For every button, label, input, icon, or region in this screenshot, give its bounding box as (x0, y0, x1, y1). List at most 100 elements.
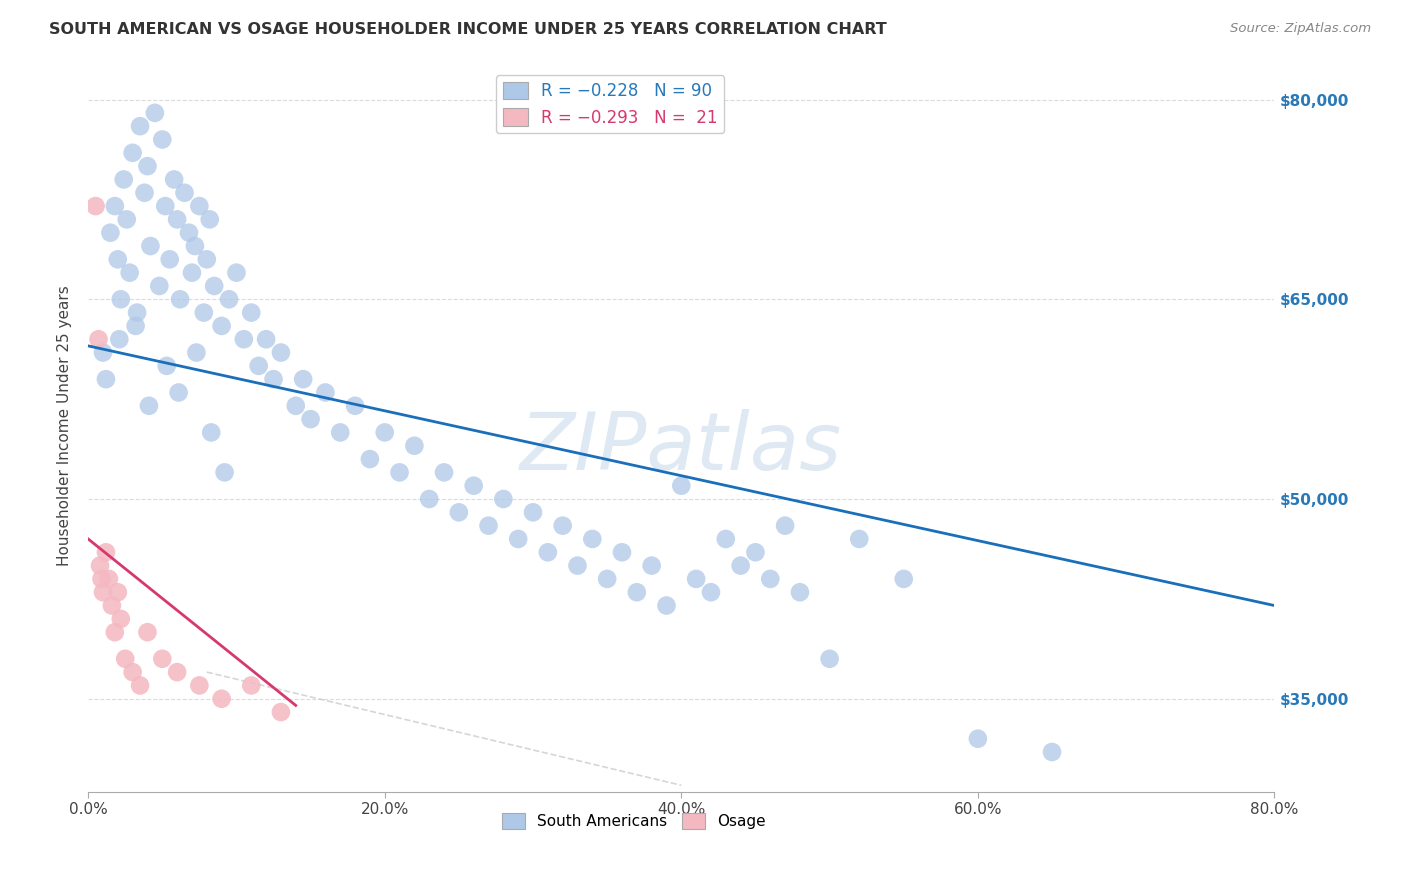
Point (567, 558, 589, 573)
Point (181, 266, 204, 280)
Point (101, 599, 124, 613)
Point (150, 132, 173, 146)
Point (139, 239, 162, 253)
Point (159, 252, 181, 267)
Point (94, 372, 117, 386)
Point (247, 359, 270, 373)
Point (169, 293, 191, 307)
Point (90, 572, 112, 586)
Point (91, 345, 114, 359)
Point (166, 212, 188, 227)
Point (447, 505, 470, 519)
Point (254, 332, 277, 346)
Text: SOUTH AMERICAN VS OSAGE HOUSEHOLDER INCOME UNDER 25 YEARS CORRELATION CHART: SOUTH AMERICAN VS OSAGE HOUSEHOLDER INCO… (49, 22, 887, 37)
Point (218, 293, 240, 307)
Point (655, 599, 678, 613)
Point (463, 479, 485, 493)
Point (129, 119, 152, 133)
Point (188, 678, 211, 692)
Point (388, 466, 411, 480)
Point (284, 399, 307, 413)
Point (263, 372, 285, 386)
Point (700, 585, 723, 599)
Point (1040, 745, 1063, 759)
Point (177, 226, 200, 240)
Point (270, 345, 292, 359)
Point (671, 479, 693, 493)
Point (211, 691, 233, 706)
Point (193, 305, 215, 319)
Point (508, 532, 530, 546)
Point (225, 266, 247, 280)
Point (329, 425, 352, 440)
Point (967, 731, 990, 746)
Point (492, 491, 515, 506)
Point (789, 585, 811, 599)
Point (94, 545, 117, 559)
Point (640, 558, 662, 573)
Point (404, 439, 426, 453)
Point (107, 252, 129, 267)
Point (893, 572, 915, 586)
Point (240, 678, 263, 692)
Point (100, 226, 122, 240)
Point (730, 558, 752, 573)
Point (89, 558, 111, 573)
Point (104, 199, 127, 213)
Text: ZIPatlas: ZIPatlas (520, 409, 842, 487)
Point (110, 612, 132, 626)
Point (344, 399, 367, 413)
Point (129, 678, 152, 692)
Point (610, 545, 633, 559)
Point (744, 545, 766, 559)
Point (156, 359, 179, 373)
Point (195, 252, 218, 267)
Point (359, 452, 381, 467)
Text: Source: ZipAtlas.com: Source: ZipAtlas.com (1230, 22, 1371, 36)
Point (97, 572, 120, 586)
Point (200, 425, 222, 440)
Point (124, 318, 146, 333)
Point (114, 652, 136, 666)
Point (84, 199, 107, 213)
Legend: South Americans, Osage: South Americans, Osage (495, 807, 772, 836)
Point (581, 532, 603, 546)
Point (155, 199, 177, 213)
Point (232, 332, 254, 346)
Point (211, 318, 233, 333)
Point (759, 572, 782, 586)
Point (121, 665, 143, 679)
Point (714, 532, 737, 546)
Point (685, 572, 707, 586)
Point (134, 186, 156, 200)
Point (186, 345, 208, 359)
Point (173, 186, 195, 200)
Point (150, 652, 173, 666)
Point (818, 652, 841, 666)
Point (198, 212, 221, 227)
Point (127, 305, 149, 319)
Point (314, 385, 336, 400)
Point (848, 532, 870, 546)
Point (202, 279, 225, 293)
Point (121, 145, 143, 160)
Y-axis label: Householder Income Under 25 years: Householder Income Under 25 years (58, 285, 72, 566)
Point (626, 585, 648, 599)
Point (477, 518, 499, 533)
Point (138, 399, 160, 413)
Point (163, 172, 186, 186)
Point (214, 466, 236, 480)
Point (136, 159, 159, 173)
Point (537, 545, 560, 559)
Point (596, 572, 619, 586)
Point (184, 239, 207, 253)
Point (91, 585, 114, 599)
Point (374, 425, 396, 440)
Point (292, 372, 315, 386)
Point (115, 212, 138, 227)
Point (118, 266, 141, 280)
Point (104, 625, 127, 640)
Point (270, 705, 292, 719)
Point (110, 293, 132, 307)
Point (773, 518, 796, 533)
